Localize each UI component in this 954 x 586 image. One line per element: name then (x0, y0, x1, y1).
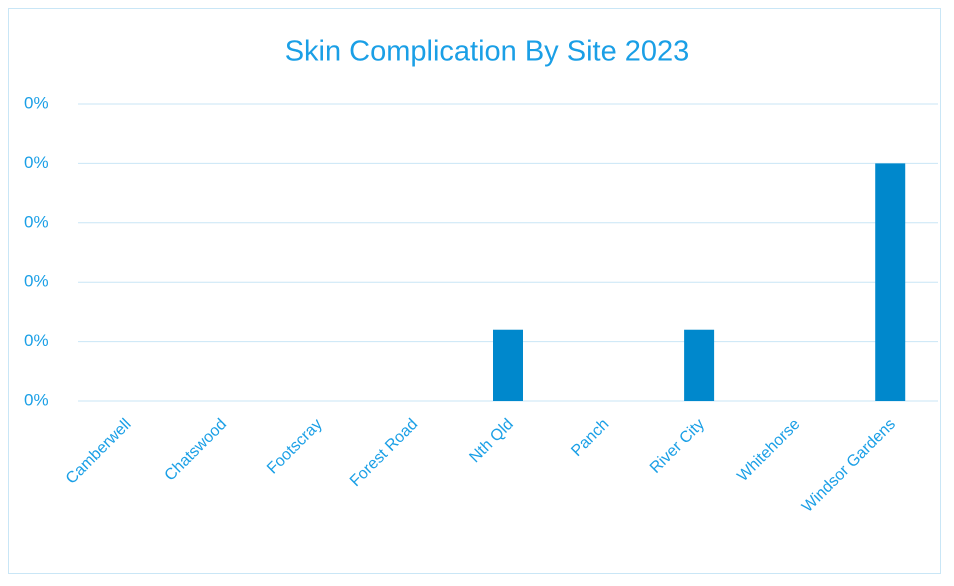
bar (493, 329, 523, 401)
y-tick-label: 0% (24, 390, 49, 409)
chart-title: Skin Complication By Site 2023 (285, 36, 690, 68)
bar (684, 329, 715, 401)
chart-frame (8, 8, 941, 574)
y-tick-label: 0% (24, 93, 49, 112)
y-tick-label: 0% (24, 212, 49, 231)
y-tick-label: 0% (24, 272, 49, 291)
y-tick-label: 0% (24, 331, 49, 350)
y-tick-label: 0% (24, 153, 49, 172)
bar (875, 163, 906, 401)
